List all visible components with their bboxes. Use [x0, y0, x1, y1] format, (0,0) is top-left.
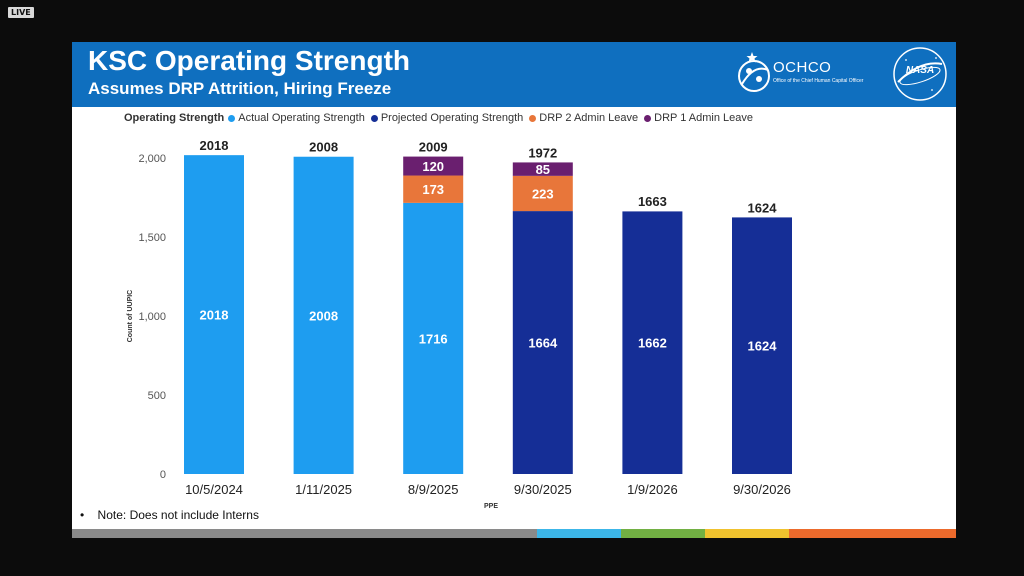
x-tick-label: 1/9/2026: [627, 482, 678, 497]
bottom-color-strip: [72, 529, 956, 538]
x-tick-label: 9/30/2025: [514, 482, 572, 497]
legend-title: Operating Strength: [124, 112, 225, 124]
x-axis-label: PPE: [484, 503, 498, 508]
legend-item-projected: Projected Operating Strength: [370, 112, 524, 124]
bar-total-label: 1972: [528, 145, 557, 160]
nasa-logo-icon: [893, 47, 947, 101]
presentation-slide: KSC Operating Strength Assumes DRP Attri…: [72, 42, 956, 538]
strip-segment: [705, 529, 789, 538]
legend-dot-actual: [228, 114, 236, 122]
live-badge: LIVE: [8, 7, 34, 18]
x-tick-label: 8/9/2025: [408, 482, 459, 497]
bar-data-label: 1664: [528, 336, 558, 351]
bar-data-label: 2008: [309, 308, 338, 323]
bar-data-label: 223: [532, 186, 554, 201]
bar-data-label: 1716: [419, 331, 448, 346]
legend-item-drp1: DRP 1 Admin Leave: [644, 112, 753, 124]
y-tick-label: 0: [160, 469, 166, 481]
strip-segment: [432, 529, 537, 538]
bar-total-label: 2008: [309, 140, 338, 155]
bar-total-label: 1624: [748, 200, 778, 215]
bar-segment: [403, 156, 464, 176]
chart-legend: Operating Strength Actual Operating Stre…: [124, 110, 759, 126]
footnote: • Note: Does not include Interns: [80, 508, 259, 522]
ochco-name: OCHCO: [773, 59, 832, 76]
bar-data-label: 2018: [200, 308, 229, 323]
bar-segment: [403, 175, 464, 203]
legend-label-drp1: DRP 1 Admin Leave: [654, 112, 754, 124]
strip-segment: [72, 529, 192, 538]
legend-label-actual: Actual Operating Strength: [238, 112, 365, 124]
y-tick-label: 1,000: [138, 311, 166, 323]
x-tick-label: 1/11/2025: [295, 482, 352, 497]
bar-total-label: 2018: [200, 138, 229, 153]
bar-data-label: 1662: [638, 336, 667, 351]
strip-segment: [789, 529, 956, 538]
ochco-subtitle: Office of the Chief Human Capital Office…: [773, 78, 864, 84]
nasa-wordmark: NASA: [905, 65, 935, 76]
bar-total-label: 1663: [638, 194, 667, 209]
y-tick-label: 2,000: [138, 153, 166, 165]
strip-segment: [312, 529, 432, 538]
legend-item-actual: Actual Operating Strength: [228, 112, 365, 124]
bar-segment: [512, 175, 573, 212]
bar-segment: [403, 202, 464, 474]
bar-data-label: 85: [536, 162, 550, 177]
slide-header: KSC Operating Strength Assumes DRP Attri…: [72, 42, 956, 107]
slide-title: KSC Operating Strength: [88, 45, 411, 76]
bar-segment: [184, 155, 244, 474]
legend-dot-projected: [370, 114, 378, 122]
y-tick-label: 500: [148, 390, 166, 402]
y-axis-label: Count of UUPIC: [127, 290, 134, 343]
bar-segment: [512, 162, 573, 176]
strip-segment: [621, 529, 705, 538]
x-tick-label: 10/5/2024: [185, 482, 243, 497]
strip-segment: [537, 529, 621, 538]
bar-segment: [293, 156, 354, 474]
bar-segment: [622, 211, 683, 475]
strip-segment: [192, 529, 312, 538]
legend-dot-drp2: [529, 114, 537, 122]
legend-label-drp2: DRP 2 Admin Leave: [539, 112, 639, 124]
bar-data-label: 120: [422, 159, 444, 174]
bar-data-label: 173: [422, 182, 444, 197]
bar-segment: [512, 211, 573, 474]
bar-segment: [732, 217, 792, 474]
slide-subtitle: Assumes DRP Attrition, Hiring Freeze: [88, 79, 392, 98]
legend-label-projected: Projected Operating Strength: [380, 112, 524, 124]
bar-chart: 0 500 1,000 1,500 2,000 Count of UUPIC 2018 201…: [127, 138, 792, 508]
y-tick-label: 1,500: [138, 232, 166, 244]
footnote-text: Note: Does not include Interns: [97, 508, 259, 522]
legend-dot-drp1: [644, 114, 652, 122]
x-tick-label: 9/30/2026: [733, 482, 791, 497]
ochco-logo-icon: [738, 52, 770, 92]
legend-item-drp2: DRP 2 Admin Leave: [529, 112, 638, 124]
bar-total-label: 2009: [419, 140, 448, 155]
bar-data-label: 1624: [748, 339, 778, 354]
